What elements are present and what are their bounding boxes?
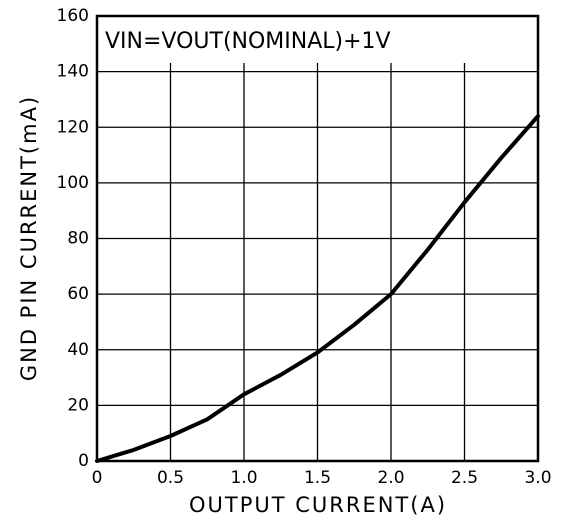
x-tick-label: 2.0 [377,468,404,488]
data-line [95,114,540,463]
x-tick-label: 1.5 [304,468,331,488]
annotation: VIN=VOUT(NOMINAL)+1V [105,29,391,54]
annotation-box [98,17,476,63]
y-tick-label: 140 [57,62,89,82]
x-axis-title: OUTPUT CURRENT(A) [189,493,447,517]
y-tick-label: 80 [67,229,89,249]
x-tick-label: 0.5 [157,468,184,488]
y-tick-label: 120 [57,117,89,137]
x-tick-label: 1.0 [230,468,257,488]
y-tick-label: 60 [67,284,89,304]
x-tick-label: 3.0 [524,468,551,488]
y-tick-label: 160 [57,6,89,26]
plot-frame [95,14,540,463]
y-tick-label: 40 [67,340,89,360]
x-tick-label: 0 [92,468,103,488]
x-tick-label: 2.5 [451,468,478,488]
y-tick-label: 0 [78,451,89,471]
y-tick-label: 20 [67,395,89,415]
y-axis-title: GND PIN CURRENT(mA) [17,95,41,381]
y-tick-label: 100 [57,173,89,193]
